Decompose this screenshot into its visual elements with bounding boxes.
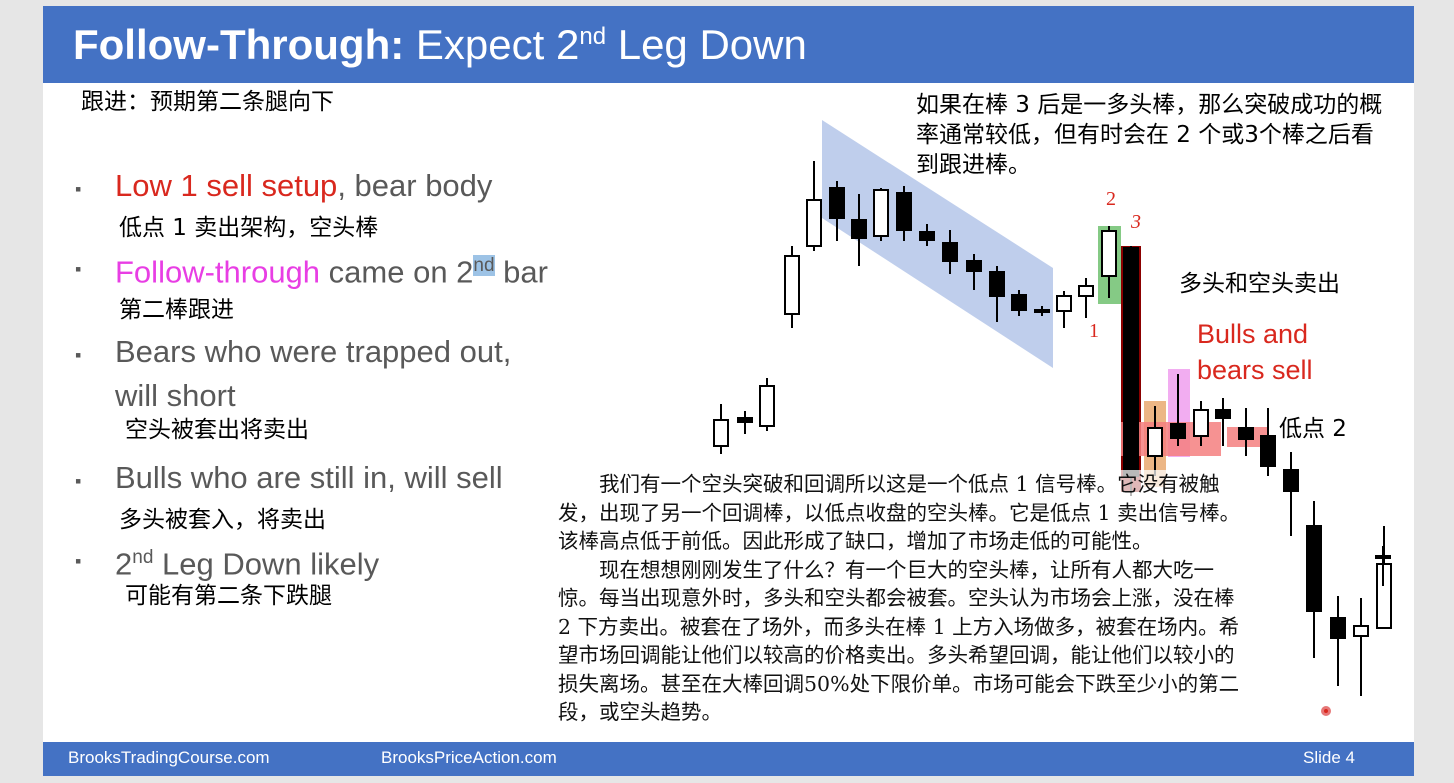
- bullet-4-text: Bulls who are still in, will sell: [115, 460, 503, 495]
- bullet-marker: ▪: [75, 259, 82, 279]
- bullet-1-cn: 低点 1 卖出架构，空头棒: [119, 215, 379, 241]
- bullet-2-text: came on 2: [320, 254, 474, 290]
- bullet-2-highlight: Follow-through: [115, 254, 321, 290]
- bullet-3-cn: 空头被套出将卖出: [125, 417, 309, 443]
- chart-note-cn: 如果在棒 3 后是一多头棒，那么突破成功的概率通常较低，但有时会在 2 个或3个…: [916, 92, 1383, 178]
- bullet-marker: ▪: [75, 345, 82, 365]
- bull-candle: [759, 385, 775, 427]
- title-bar: Follow-Through: Expect 2nd Leg Down: [43, 6, 1414, 83]
- bullet-4-cn: 多头被套入，将卖出: [119, 507, 326, 533]
- bull-candle: [713, 419, 729, 447]
- bear-candle: [1330, 617, 1346, 639]
- label-3: 3: [1131, 211, 1141, 233]
- low-2-cn: 低点 2: [1279, 416, 1347, 442]
- bullet-3-text: Bears who were trapped out,: [115, 334, 512, 369]
- bullet-2-sup: nd: [473, 255, 495, 276]
- bear-candle: [1238, 427, 1254, 440]
- footer-bar: [43, 742, 1414, 776]
- bullet-5-text-after: Leg Down likely: [153, 546, 380, 582]
- bullet-1-highlight: Low 1 sell setup: [115, 168, 338, 203]
- red-dot-center: [1324, 709, 1328, 713]
- bear-candle: [989, 271, 1005, 297]
- bear-candle: [1123, 247, 1139, 477]
- bull-candle: [1375, 555, 1391, 559]
- bear-candle: [1215, 409, 1231, 419]
- candlestick-chart: [713, 120, 1392, 716]
- bullet-2-text-after: bar: [494, 254, 548, 290]
- bull-candle: [1101, 230, 1117, 277]
- bear-candle: [896, 192, 912, 231]
- bullet-marker: ▪: [75, 471, 82, 491]
- bullet-5-text: 2: [115, 546, 133, 582]
- bullet-2-cn: 第二棒跟进: [119, 297, 234, 323]
- subtitle-cn: 跟进：预期第二条腿向下: [81, 89, 334, 115]
- bull-candle: [1078, 285, 1094, 297]
- footer-left: BrooksTradingCourse.com: [68, 748, 270, 767]
- bear-candle: [1283, 469, 1299, 492]
- bear-candle: [966, 260, 982, 272]
- bullet-marker: ▪: [75, 179, 82, 199]
- candles: [713, 161, 1392, 696]
- paragraph-1: 我们有一个空头突破和回调所以这是一个低点 1 信号棒。它没有被触发，出现了另一个…: [558, 472, 1241, 553]
- bull-candle: [1193, 409, 1209, 437]
- bear-candle: [1306, 525, 1322, 612]
- bear-candle: [1011, 294, 1027, 311]
- bullet-3-text2: will short: [115, 378, 236, 413]
- slide: Follow-Through: Expect 2nd Leg Down 跟进：预…: [43, 6, 1414, 776]
- paragraph-2: 现在想想刚刚发生了什么？有一个巨大的空头棒，让所有人都大吃一惊。每当出现意外时，…: [558, 557, 1240, 725]
- title-end: Leg Down: [606, 21, 807, 68]
- bullet-1-text: , bear body: [337, 168, 493, 203]
- bear-candle: [1034, 309, 1050, 313]
- label-1: 1: [1089, 320, 1099, 342]
- bulls-bears-en: Bulls and bears sell: [1197, 319, 1313, 385]
- bear-candle: [829, 187, 845, 219]
- bulls-bears-cn: 多头和空头卖出: [1179, 271, 1340, 297]
- slide-title: Follow-Through: Expect 2nd Leg Down: [73, 20, 807, 70]
- bull-candle: [1056, 295, 1072, 312]
- bear-candle: [1260, 435, 1276, 467]
- footer-center: BrooksPriceAction.com: [381, 748, 557, 767]
- bear-candle: [737, 417, 753, 423]
- title-sup: nd: [579, 23, 607, 50]
- bull-candle: [1147, 427, 1163, 457]
- bear-candle: [919, 231, 935, 241]
- title-bold: Follow-Through:: [73, 21, 405, 68]
- bull-candle: [806, 199, 822, 247]
- bullet-5-cn: 可能有第二条下跌腿: [125, 583, 332, 609]
- bear-channel: [822, 120, 1053, 368]
- bear-candle: [942, 242, 958, 262]
- title-rest: Expect 2: [404, 21, 580, 68]
- bear-candle: [1170, 423, 1186, 439]
- bullet-marker: ▪: [75, 551, 82, 571]
- bull-candle: [784, 255, 800, 315]
- explanation-paragraph: 我们有一个空头突破和回调所以这是一个低点 1 信号棒。它没有被触发，出现了另一个…: [558, 470, 1253, 727]
- bear-candle: [851, 219, 867, 239]
- label-2: 2: [1106, 188, 1116, 210]
- bullet-5-sup: nd: [132, 547, 154, 568]
- slide-number: Slide 4: [1303, 748, 1355, 767]
- bull-candle: [873, 189, 889, 237]
- bull-candle: [1353, 625, 1369, 637]
